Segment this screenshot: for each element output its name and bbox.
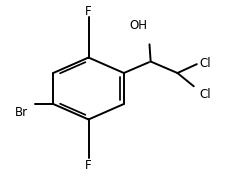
Text: Br: Br (14, 106, 27, 119)
Text: Cl: Cl (199, 88, 211, 101)
Text: F: F (85, 159, 92, 172)
Text: F: F (85, 5, 92, 18)
Text: Cl: Cl (199, 57, 211, 70)
Text: OH: OH (130, 19, 148, 32)
